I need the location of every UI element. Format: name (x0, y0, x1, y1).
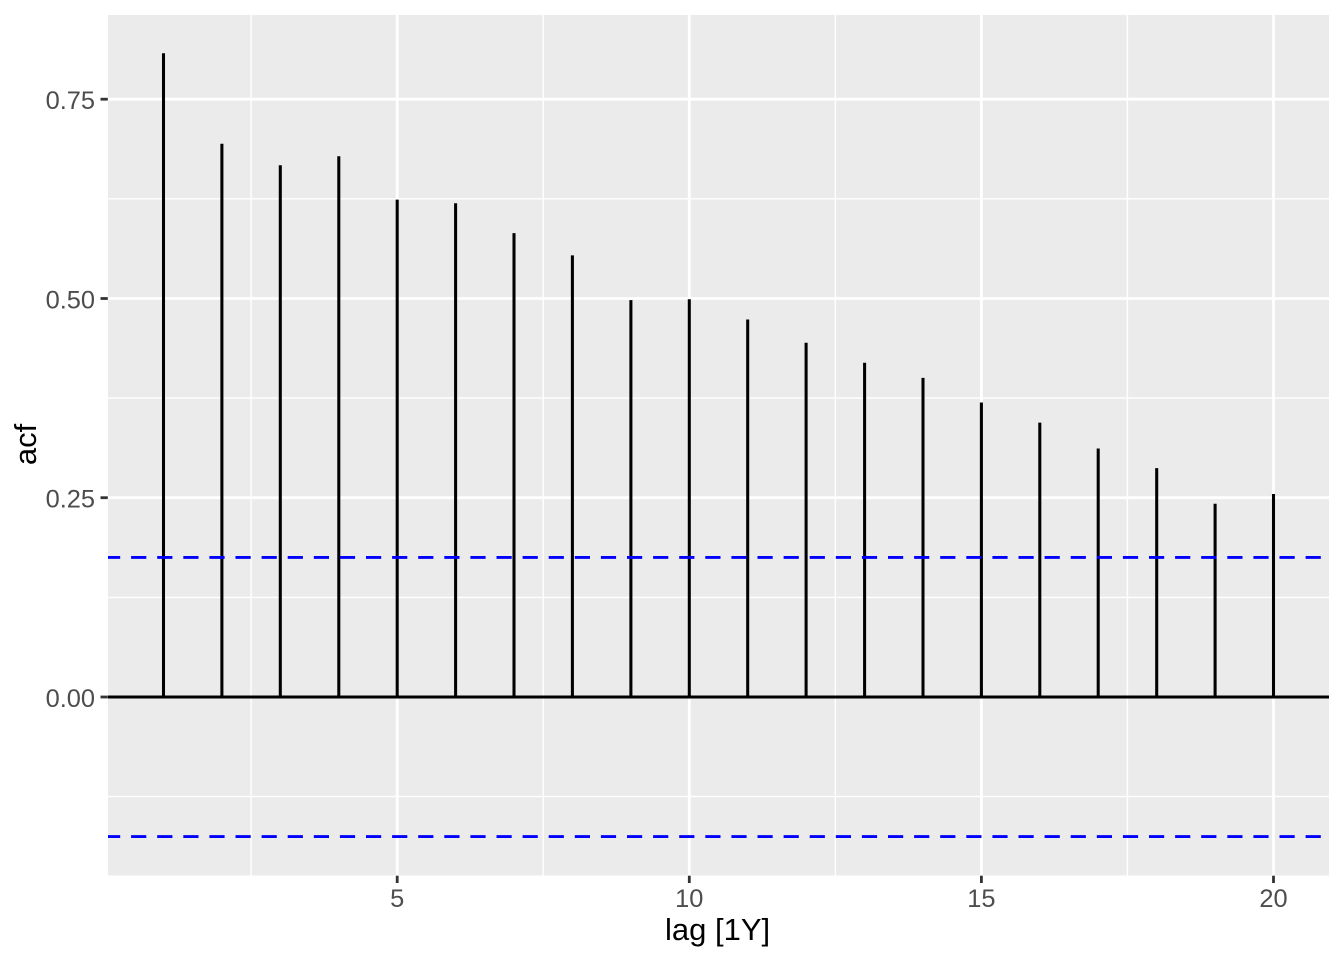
svg-text:0.75: 0.75 (46, 87, 95, 115)
svg-text:10: 10 (675, 885, 703, 913)
svg-text:0.00: 0.00 (46, 685, 95, 713)
svg-text:20: 20 (1259, 885, 1287, 913)
svg-text:lag [1Y]: lag [1Y] (665, 912, 770, 947)
svg-text:5: 5 (390, 885, 404, 913)
svg-text:0.25: 0.25 (46, 486, 95, 514)
svg-text:acf: acf (8, 423, 43, 465)
svg-text:0.50: 0.50 (46, 286, 95, 314)
svg-text:15: 15 (967, 885, 995, 913)
